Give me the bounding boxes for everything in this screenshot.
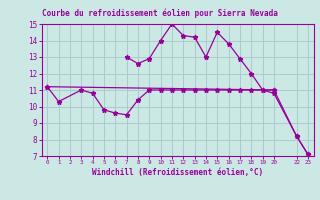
Text: Courbe du refroidissement éolien pour Sierra Nevada: Courbe du refroidissement éolien pour Si… [42,8,278,18]
X-axis label: Windchill (Refroidissement éolien,°C): Windchill (Refroidissement éolien,°C) [92,168,263,177]
